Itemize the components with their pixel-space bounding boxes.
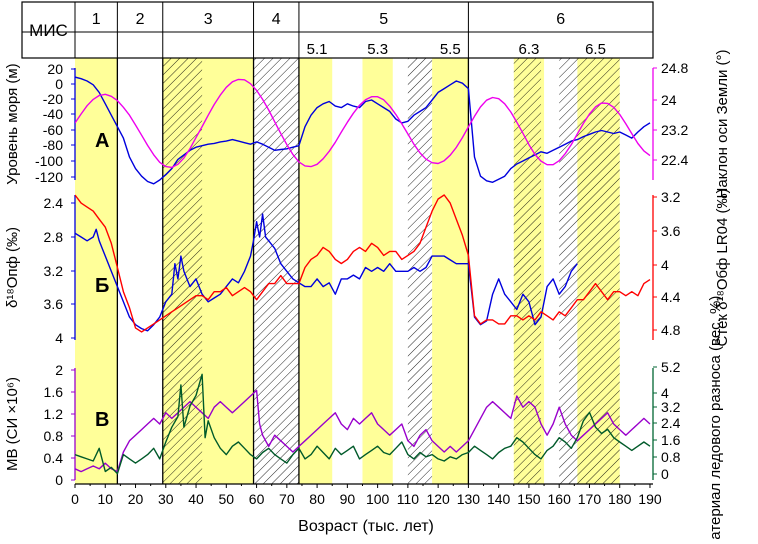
right-tick-label: 0 xyxy=(661,466,669,482)
stage-label-4: 4 xyxy=(272,11,281,28)
x-tick-label: 110 xyxy=(397,491,420,507)
left-tick-label: 4 xyxy=(55,330,63,346)
left-tick-label: -100 xyxy=(35,153,63,169)
x-tick-label: 60 xyxy=(249,491,265,507)
x-axis-title: Возраст (тыс. лет) xyxy=(298,518,434,535)
x-tick-label: 170 xyxy=(578,491,602,507)
left-tick-label: 2 xyxy=(55,362,63,378)
substage-label-5-3: 5.3 xyxy=(367,41,388,58)
left-axis-title: δ¹⁸Опф (‰) xyxy=(4,227,21,308)
x-tick-label: 70 xyxy=(279,491,295,507)
right-axis-title: Стек δ¹⁸Обф LR04 (‰) xyxy=(714,189,731,347)
right-tick-label: 22.4 xyxy=(661,152,688,168)
x-tick-label: 0 xyxy=(71,491,79,507)
substage-label-6-5: 6.5 xyxy=(585,41,606,58)
left-tick-label: 1.2 xyxy=(44,406,64,422)
right-tick-label: 4.4 xyxy=(661,289,681,305)
yellow-band-0 xyxy=(75,58,118,484)
x-tick-label: 30 xyxy=(158,491,174,507)
x-tick-label: 180 xyxy=(608,491,632,507)
left-tick-label: 1.6 xyxy=(44,384,64,400)
hatched-band-3 xyxy=(513,58,542,484)
x-tick-label: 50 xyxy=(219,491,235,507)
right-tick-label: 0.8 xyxy=(661,449,681,465)
stage-header-label: МИС xyxy=(29,21,68,40)
x-tick-label: 150 xyxy=(517,491,541,507)
right-tick-label: 23.2 xyxy=(661,122,688,138)
series-line-green xyxy=(75,373,651,475)
right-tick-label: 5.2 xyxy=(661,359,681,375)
substage-label-6-3: 6.3 xyxy=(518,41,539,58)
x-tick-label: 90 xyxy=(340,491,356,507)
series-line-blue xyxy=(75,76,651,185)
right-tick-label: 1.6 xyxy=(661,432,681,448)
x-tick-label: 120 xyxy=(426,491,450,507)
left-tick-label: 0.8 xyxy=(44,428,64,444)
left-axis-title: МВ (СИ ×10⁶) xyxy=(4,377,21,471)
yellow-band-4 xyxy=(432,58,469,484)
series-line-magenta xyxy=(75,78,651,169)
stage-label-2: 2 xyxy=(136,11,145,28)
left-axis-title: Уровень моря (м) xyxy=(4,63,21,184)
right-tick-label: 4 xyxy=(661,257,669,273)
data-panels: 200-20-40-60-80-100-12024.82423.222.4Уро… xyxy=(4,49,731,544)
x-tick-label: 80 xyxy=(309,491,325,507)
left-tick-label: 3.2 xyxy=(44,263,64,279)
hatched-band-4 xyxy=(559,58,620,484)
right-tick-label: 24 xyxy=(661,92,677,108)
right-axis-title: Материал ледового разноса (вес. %) xyxy=(707,296,724,539)
panel-label: Б xyxy=(95,275,109,297)
left-tick-label: 2.8 xyxy=(44,229,64,245)
left-tick-label: -40 xyxy=(43,106,63,122)
panel-1: 200-20-40-60-80-100-120 24.8 24 23.2 22.4 Уро… xyxy=(4,49,731,198)
left-tick-label: -80 xyxy=(43,137,63,153)
panel-2: 2.4 2.8 3.2 3.6 4 3.2 3.6 4 4.4 4.8 δ¹⁸Опф (‰) Стек… xyxy=(4,189,731,347)
right-tick-label: 24.8 xyxy=(661,60,688,76)
right-tick-label: 3.2 xyxy=(661,189,681,205)
series-line-purple xyxy=(75,389,651,473)
x-tick-label: 100 xyxy=(366,491,390,507)
right-tick-label: 2.4 xyxy=(661,415,681,431)
stage-label-5: 5 xyxy=(379,11,388,28)
left-tick-label: 3.6 xyxy=(44,296,64,312)
left-tick-label: 2.4 xyxy=(44,195,64,211)
hatched-band-0 xyxy=(162,58,203,484)
stage-label-3: 3 xyxy=(204,11,213,28)
series-line-red xyxy=(75,194,651,333)
x-tick-label: 130 xyxy=(457,491,481,507)
x-tick-label: 40 xyxy=(188,491,204,507)
right-tick-label: 3.6 xyxy=(661,223,681,239)
stage-table-frame xyxy=(21,1,654,59)
left-tick-label: 0 xyxy=(55,472,63,488)
stage-label-6: 6 xyxy=(556,11,565,28)
left-tick-label: 0.4 xyxy=(44,450,64,466)
x-tick-label: 10 xyxy=(97,491,113,507)
x-tick-label: 190 xyxy=(638,491,662,507)
stage-label-1: 1 xyxy=(92,11,101,28)
left-tick-label: 0 xyxy=(55,76,63,92)
x-tick-label: 20 xyxy=(128,491,144,507)
substage-label-5-1: 5.1 xyxy=(307,41,328,58)
left-tick-label: 20 xyxy=(47,61,63,77)
substage-label-5-5: 5.5 xyxy=(440,41,461,58)
panel-label: А xyxy=(95,130,109,152)
left-tick-label: -120 xyxy=(35,169,63,185)
right-tick-label: 4 xyxy=(661,385,669,401)
x-axis: 0 10 20 30 40 50 60 70 80 90 100 110 120 130 140 150 160… xyxy=(71,483,662,535)
right-tick-label: 3.2 xyxy=(661,399,681,415)
left-tick-label: -20 xyxy=(43,91,63,107)
right-tick-label: 4.8 xyxy=(661,322,681,338)
yellow-band-3 xyxy=(362,58,393,484)
marine-isotope-stage-table: МИС 1 2 3 4 5 6 5.1 5.3 5.5 6.3 6.5 xyxy=(21,1,654,59)
left-tick-label: -60 xyxy=(43,122,63,138)
x-tick-label: 140 xyxy=(487,491,511,507)
x-tick-label: 160 xyxy=(548,491,572,507)
hatched-band-1 xyxy=(253,58,299,484)
right-axis-title: Наклон оси Земли (°) xyxy=(714,49,731,198)
panel-label: В xyxy=(95,409,109,431)
